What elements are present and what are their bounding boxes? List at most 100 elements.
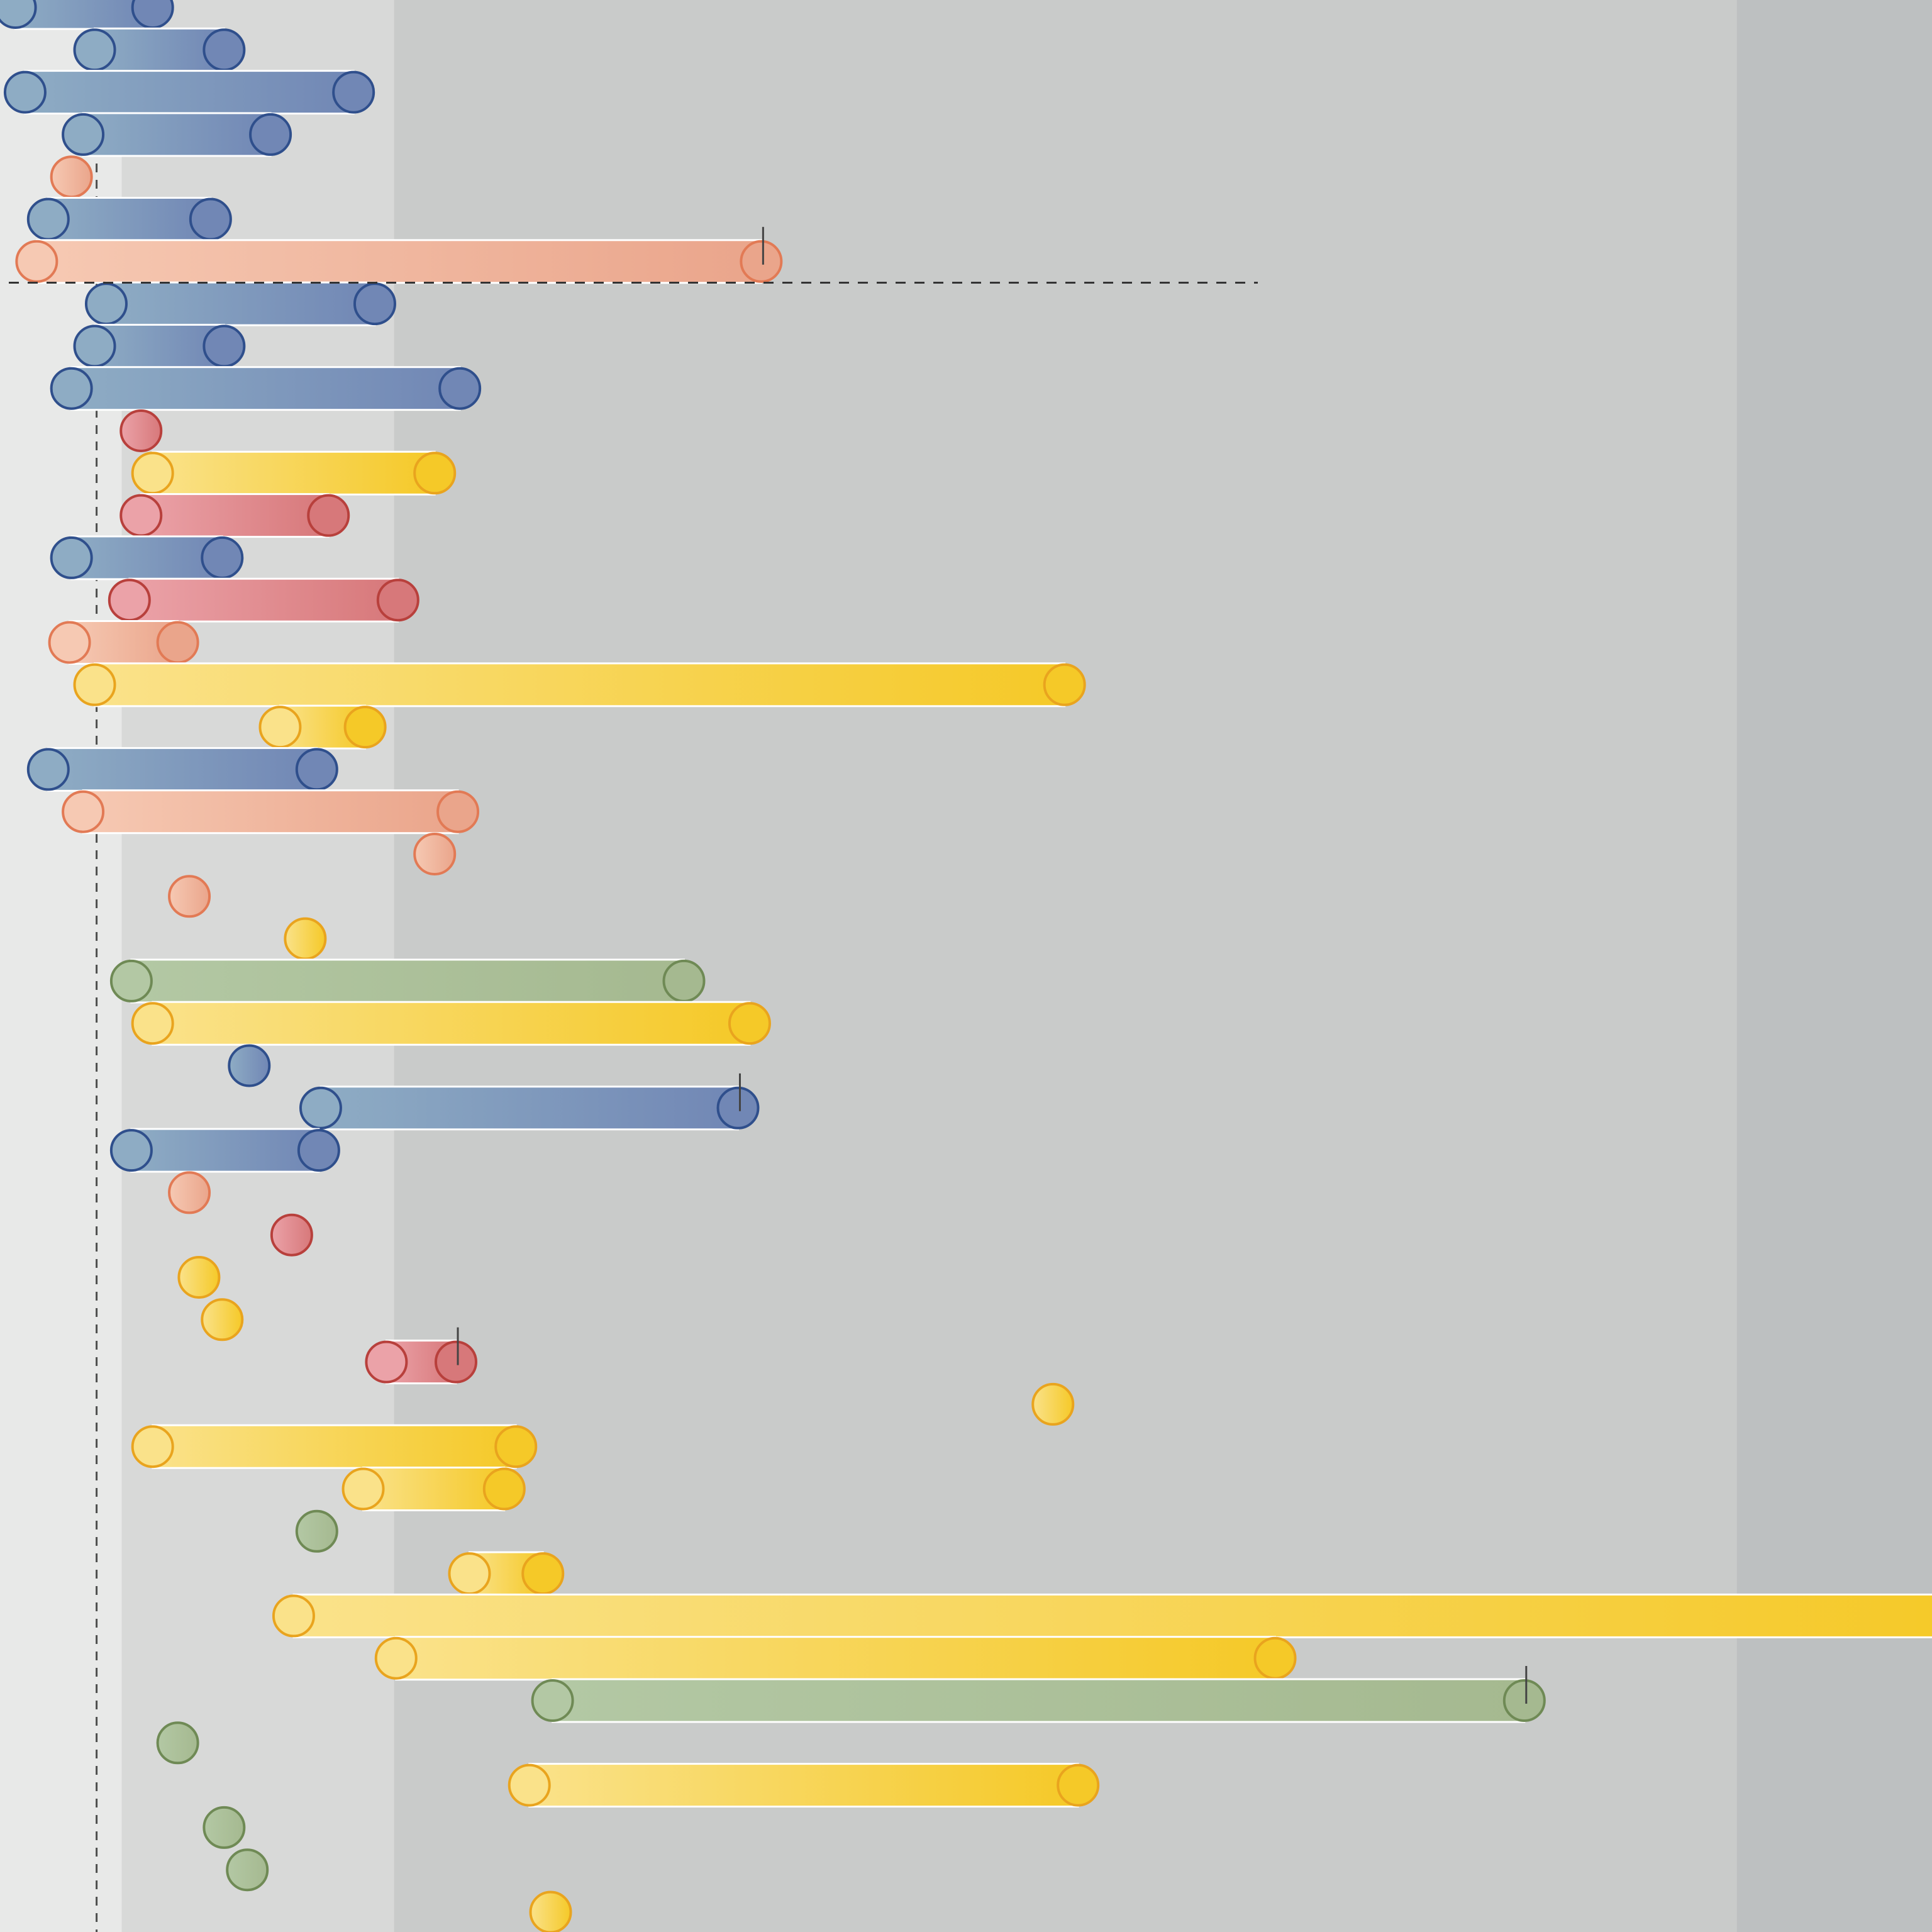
dumbbell-row (168, 875, 211, 918)
dumbbell-row (413, 833, 457, 875)
dumbbell-row (177, 1256, 221, 1299)
range-bar (47, 197, 212, 242)
end-point (1502, 1679, 1546, 1722)
start-point (3, 70, 47, 114)
range-bar (47, 747, 318, 792)
start-point (131, 1425, 174, 1468)
dumbbell-row (50, 155, 93, 199)
end-point (249, 113, 292, 156)
dumbbell-row (3, 70, 375, 115)
dumbbell-row (299, 1073, 760, 1131)
start-point (73, 663, 116, 706)
dumbbell-row (365, 1327, 477, 1385)
single-point (228, 1044, 271, 1087)
end-point (332, 70, 375, 114)
single-point (295, 1509, 338, 1553)
start-point (341, 1467, 385, 1511)
end-point (156, 621, 199, 664)
range-bar (140, 493, 330, 538)
dumbbell-row (258, 704, 387, 750)
range-bar (14, 0, 154, 30)
range-bar (292, 1593, 1932, 1638)
dumbbell-row (109, 1128, 340, 1173)
dumbbell-row (1031, 1382, 1075, 1426)
end-point (728, 1002, 771, 1045)
range-bar (319, 1085, 740, 1131)
range-bar (152, 450, 436, 496)
range-bar (528, 1763, 1079, 1808)
dumbbell-row (226, 1848, 269, 1892)
start-point (108, 579, 151, 622)
dumbbell-row (374, 1636, 1297, 1681)
single-point (270, 1213, 313, 1257)
dumbbell-row (50, 366, 482, 411)
dumbbell-row (84, 281, 396, 326)
start-point (73, 325, 116, 368)
range-bar (82, 789, 459, 835)
end-point (189, 197, 232, 241)
start-point (84, 282, 128, 326)
range-bar (395, 1636, 1277, 1681)
dumbbell-row (26, 197, 232, 242)
start-point (50, 367, 93, 410)
end-point (203, 325, 246, 368)
single-point (203, 1806, 246, 1849)
dumbbell-row (272, 1593, 1932, 1638)
end-point (1043, 663, 1086, 706)
start-point (258, 706, 302, 749)
range-bar (128, 577, 399, 623)
end-point (521, 1552, 565, 1596)
start-point (365, 1340, 408, 1384)
dumbbell-row (73, 662, 1086, 708)
start-point (15, 240, 58, 283)
single-point (50, 155, 93, 199)
start-point (26, 748, 70, 791)
end-point (131, 0, 174, 29)
dumbbell-row (73, 323, 246, 369)
dumbbell-row (62, 789, 480, 835)
dumbbell-row (531, 1666, 1546, 1723)
end-point (307, 494, 350, 537)
single-point (119, 409, 163, 452)
dumbbell-row (156, 1721, 199, 1765)
dumbbell-row (131, 450, 457, 496)
dumbbell-row (529, 1890, 572, 1932)
dumbbell-row (295, 1509, 338, 1553)
range-bar (82, 112, 272, 157)
start-point (26, 197, 70, 241)
end-point (716, 1086, 760, 1130)
range-bar (130, 1128, 320, 1173)
dumbbell-row (50, 535, 244, 580)
start-point (0, 0, 37, 29)
range-bar (24, 70, 355, 115)
end-point (295, 748, 338, 791)
start-point (109, 1129, 153, 1172)
end-point (353, 282, 396, 326)
end-point (482, 1467, 526, 1511)
dumbbell-row (62, 112, 292, 157)
single-point (156, 1721, 199, 1765)
dumbbell-row (270, 1213, 313, 1257)
end-point (343, 706, 387, 749)
dumbbell-row (284, 917, 327, 960)
dumbbell-row (448, 1551, 565, 1596)
dumbbell-row (228, 1044, 271, 1087)
range-bar (130, 958, 685, 1004)
single-point (168, 875, 211, 918)
range-bar (105, 281, 376, 326)
end-point (1057, 1763, 1100, 1807)
dumbbell-row (203, 1806, 246, 1849)
single-point (1031, 1382, 1075, 1426)
start-point (62, 113, 105, 156)
end-point (494, 1425, 538, 1468)
dumbbell-row (201, 1298, 244, 1341)
start-point (50, 536, 93, 579)
start-point (119, 494, 163, 537)
start-point (272, 1594, 315, 1638)
single-point (284, 917, 327, 960)
dumbbell-row (26, 747, 338, 792)
start-point (374, 1636, 418, 1680)
range-bar (152, 1001, 751, 1046)
